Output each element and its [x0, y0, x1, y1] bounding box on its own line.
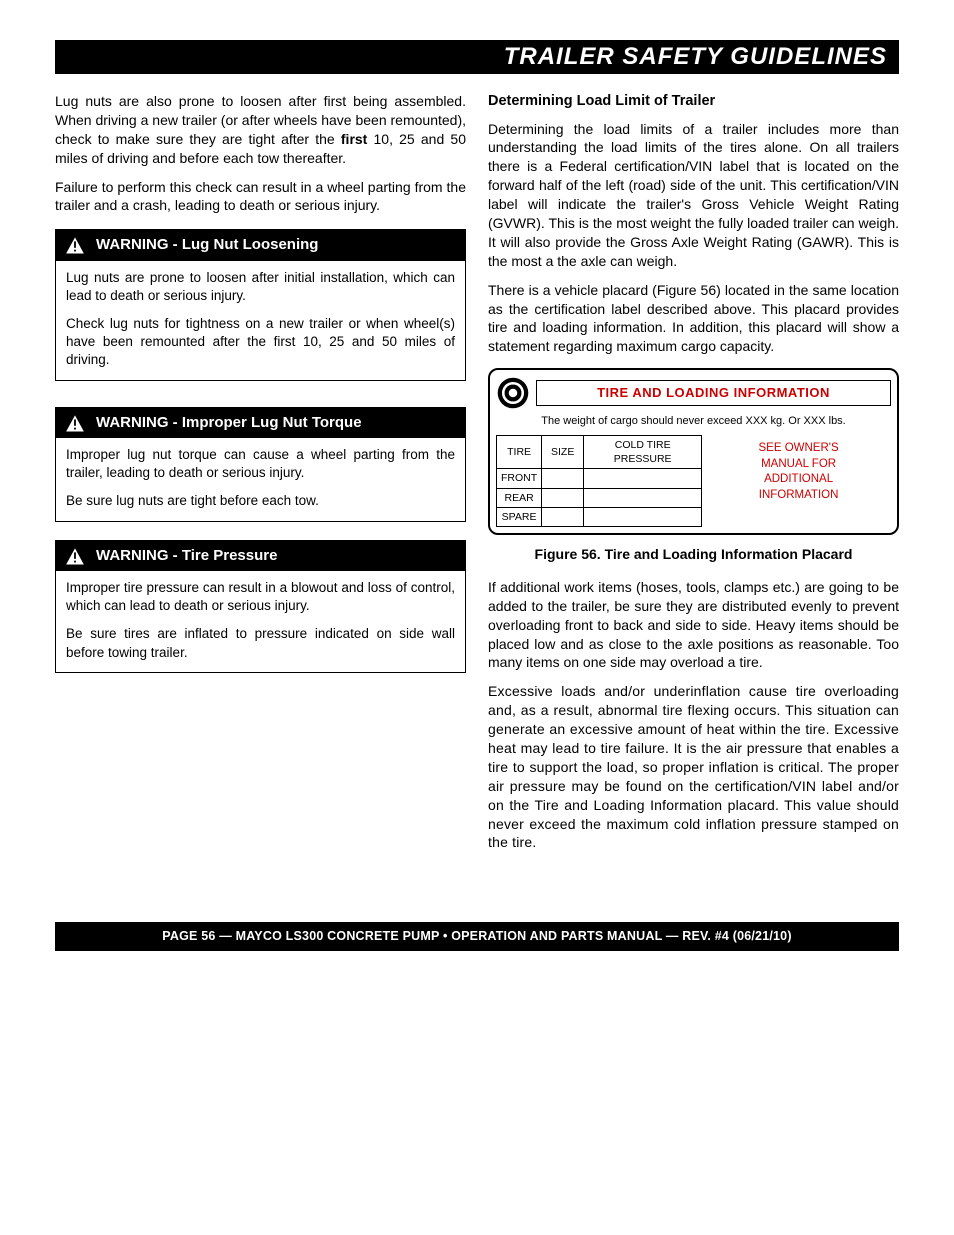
- table-header: TIRE: [497, 436, 542, 469]
- section-heading: Determining Load Limit of Trailer: [488, 92, 899, 112]
- note-line: INFORMATION: [759, 489, 839, 501]
- tire-loading-placard: TIRE AND LOADING INFORMATION The weight …: [488, 368, 899, 535]
- warning-title: WARNING - Tire Pressure: [96, 546, 277, 566]
- placard-title: TIRE AND LOADING INFORMATION: [543, 384, 884, 402]
- table-header: COLD TIRE PRESSURE: [584, 436, 702, 469]
- warning-title: WARNING - Improper Lug Nut Torque: [96, 413, 362, 433]
- warning-body: Lug nuts are prone to loosen after initi…: [56, 261, 465, 380]
- warning-text: Improper lug nut torque can cause a whee…: [66, 446, 455, 482]
- placard-table: TIRE SIZE COLD TIRE PRESSURE FRONT REAR …: [496, 435, 702, 527]
- note-line: MANUAL FOR: [761, 458, 836, 470]
- table-cell: SPARE: [497, 507, 542, 526]
- warning-header: WARNING - Improper Lug Nut Torque: [56, 408, 465, 438]
- warning-body: Improper tire pressure can result in a b…: [56, 571, 465, 672]
- warning-title: WARNING - Lug Nut Loosening: [96, 235, 318, 255]
- table-cell: [542, 507, 584, 526]
- warning-icon: [64, 413, 86, 433]
- tire-icon: [496, 376, 530, 410]
- bold-text: first: [341, 131, 367, 147]
- table-cell: [584, 488, 702, 507]
- warning-lug-torque: WARNING - Improper Lug Nut Torque Improp…: [55, 407, 466, 522]
- table-row: REAR: [497, 488, 702, 507]
- warning-header: WARNING - Tire Pressure: [56, 541, 465, 571]
- header-fill: [55, 40, 486, 74]
- note-line: ADDITIONAL: [764, 473, 833, 485]
- warning-text: Improper tire pressure can result in a b…: [66, 579, 455, 615]
- table-cell: FRONT: [497, 469, 542, 488]
- warning-text: Be sure lug nuts are tight before each t…: [66, 492, 455, 510]
- warning-text: Lug nuts are prone to loosen after initi…: [66, 269, 455, 305]
- figure-caption: Figure 56. Tire and Loading Information …: [488, 545, 899, 564]
- warning-lug-loosening: WARNING - Lug Nut Loosening Lug nuts are…: [55, 229, 466, 380]
- table-row: FRONT: [497, 469, 702, 488]
- content-columns: Lug nuts are also prone to loosen after …: [55, 92, 899, 862]
- right-column: Determining Load Limit of Trailer Determ…: [488, 92, 899, 862]
- placard-body: TIRE SIZE COLD TIRE PRESSURE FRONT REAR …: [496, 435, 891, 527]
- body-text: Excessive loads and/or underinflation ca…: [488, 682, 899, 852]
- body-text: Failure to perform this check can result…: [55, 178, 466, 216]
- table-cell: [584, 507, 702, 526]
- table-cell: [584, 469, 702, 488]
- warning-icon: [64, 546, 86, 566]
- page-header: TRAILER SAFETY GUIDELINES: [55, 40, 899, 74]
- table-row: TIRE SIZE COLD TIRE PRESSURE: [497, 436, 702, 469]
- left-column: Lug nuts are also prone to loosen after …: [55, 92, 466, 862]
- body-text: Lug nuts are also prone to loosen after …: [55, 92, 466, 168]
- note-line: SEE OWNER'S: [759, 442, 839, 454]
- page-footer: PAGE 56 — MAYCO LS300 CONCRETE PUMP • OP…: [55, 922, 899, 951]
- body-text: If additional work items (hoses, tools, …: [488, 578, 899, 672]
- table-row: SPARE: [497, 507, 702, 526]
- page-title: TRAILER SAFETY GUIDELINES: [486, 40, 899, 74]
- placard-subtitle: The weight of cargo should never exceed …: [496, 414, 891, 429]
- warning-text: Check lug nuts for tightness on a new tr…: [66, 315, 455, 370]
- warning-icon: [64, 235, 86, 255]
- table-header: SIZE: [542, 436, 584, 469]
- placard-title-bar: TIRE AND LOADING INFORMATION: [536, 380, 891, 406]
- table-cell: [542, 488, 584, 507]
- table-cell: REAR: [497, 488, 542, 507]
- body-text: There is a vehicle placard (Figure 56) l…: [488, 281, 899, 357]
- body-text: Determining the load limits of a trailer…: [488, 120, 899, 271]
- warning-text: Be sure tires are inflated to pressure i…: [66, 625, 455, 661]
- warning-header: WARNING - Lug Nut Loosening: [56, 230, 465, 260]
- placard-header-row: TIRE AND LOADING INFORMATION: [496, 376, 891, 410]
- warning-tire-pressure: WARNING - Tire Pressure Improper tire pr…: [55, 540, 466, 673]
- table-cell: [542, 469, 584, 488]
- placard-note: SEE OWNER'S MANUAL FOR ADDITIONAL INFORM…: [706, 435, 891, 527]
- warning-body: Improper lug nut torque can cause a whee…: [56, 438, 465, 521]
